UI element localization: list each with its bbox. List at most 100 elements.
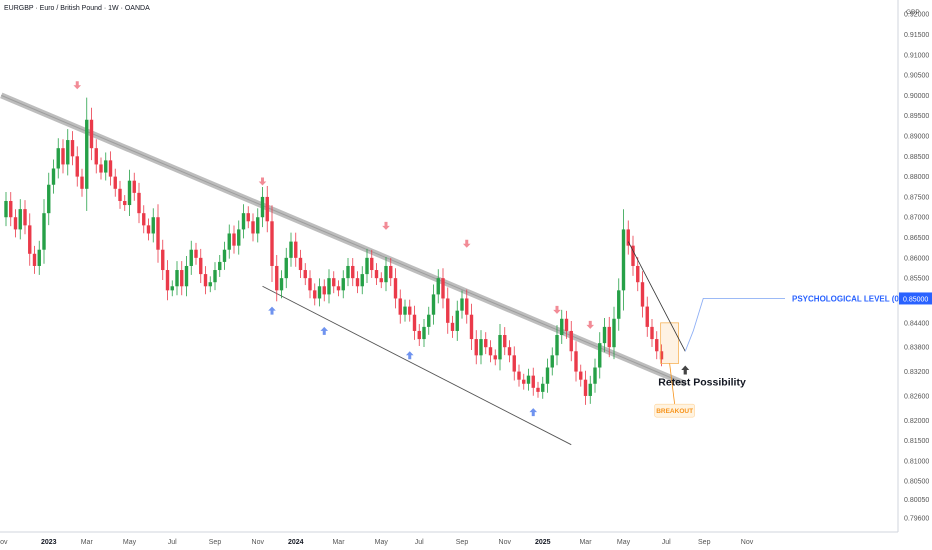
- candle: [360, 274, 364, 287]
- y-tick-label: 0.90000: [904, 93, 929, 100]
- candle: [241, 213, 246, 230]
- candle: [203, 274, 208, 287]
- resistance-trendline-core: [1, 94, 686, 385]
- y-tick-label: 0.90500: [904, 73, 929, 80]
- candle: [85, 119, 89, 189]
- candle: [237, 229, 241, 246]
- x-tick-label: 2023: [41, 539, 57, 546]
- candle: [265, 196, 269, 222]
- candle: [251, 221, 255, 234]
- x-tick-label: May: [617, 539, 631, 546]
- candle: [503, 335, 507, 348]
- candle: [341, 278, 345, 291]
- candle: [365, 257, 369, 275]
- candle: [450, 322, 455, 331]
- x-tick-label: Jul: [662, 539, 671, 546]
- candle: [194, 249, 198, 258]
- candle: [37, 249, 41, 266]
- x-tick-label: Sep: [209, 539, 222, 546]
- candle: [607, 326, 611, 348]
- candle: [61, 148, 65, 165]
- candle: [417, 330, 421, 340]
- candle: [218, 261, 222, 271]
- y-tick-label: 0.89000: [904, 134, 929, 141]
- y-tick-label: 0.80500: [904, 479, 929, 486]
- candle: [351, 265, 355, 279]
- candle: [336, 286, 341, 291]
- candle: [127, 180, 132, 206]
- candle: [47, 184, 51, 214]
- x-tick-label: Nov: [252, 539, 265, 546]
- candle: [621, 229, 626, 291]
- candle: [412, 314, 417, 331]
- candle: [317, 286, 322, 299]
- candle: [588, 383, 592, 396]
- up-arrow-icon: [405, 351, 414, 360]
- x-tick-label: Mar: [81, 539, 94, 546]
- y-tick-label: 0.79600: [904, 515, 929, 522]
- candle: [123, 200, 127, 206]
- down-arrow-icon: [258, 177, 267, 186]
- x-tick-label: Sep: [698, 539, 711, 546]
- breakout-box: [660, 322, 680, 364]
- x-tick-label: May: [375, 539, 389, 546]
- candle: [189, 249, 193, 266]
- candle: [260, 196, 265, 218]
- candle: [640, 282, 645, 307]
- candle: [118, 188, 122, 201]
- y-tick-label: 0.80050: [904, 497, 929, 504]
- chart-title: EURGBP · Euro / British Pound · 1W · OAN…: [4, 5, 150, 12]
- candle: [75, 156, 79, 177]
- breakout-label-box: [654, 403, 695, 418]
- candle: [427, 314, 431, 327]
- candle: [659, 351, 664, 360]
- candle: [636, 265, 640, 283]
- candle: [631, 245, 635, 266]
- psychological-label: PSYCHOLOGICAL LEVEL (0.85): [792, 294, 913, 303]
- candle: [132, 180, 136, 193]
- candle: [598, 343, 602, 368]
- psychological-projection: [684, 298, 785, 352]
- candle: [270, 221, 274, 266]
- candle: [617, 290, 621, 319]
- candle: [51, 168, 56, 185]
- down-arrow-icon: [382, 221, 390, 230]
- candle: [332, 278, 336, 287]
- candle: [593, 367, 597, 384]
- candle: [512, 355, 516, 372]
- candle: [94, 148, 98, 165]
- y-tick-label: 0.88500: [904, 154, 929, 161]
- candle: [493, 355, 497, 360]
- candle: [526, 375, 531, 384]
- candle: [23, 209, 27, 226]
- y-tick-label: 0.81500: [904, 438, 929, 445]
- candle: [13, 217, 18, 230]
- y-tick-label: 0.89500: [904, 113, 929, 120]
- candle: [151, 217, 155, 234]
- candle: [560, 318, 564, 336]
- candle: [113, 176, 117, 189]
- candle: [66, 140, 70, 165]
- candle: [612, 318, 616, 348]
- y-tick-label: 0.88000: [904, 174, 929, 181]
- down-arrow-icon: [586, 320, 595, 329]
- candle: [488, 347, 493, 356]
- candle: [355, 278, 360, 287]
- candle: [184, 265, 189, 287]
- up-arrow-icon: [320, 326, 329, 335]
- candle: [294, 241, 298, 258]
- candle: [32, 253, 37, 266]
- x-tick-label: Nov: [741, 539, 754, 546]
- candle: [370, 257, 374, 271]
- candle: [564, 318, 569, 331]
- candle: [498, 335, 502, 360]
- candle: [389, 265, 393, 279]
- candle: [531, 375, 535, 388]
- candle: [422, 326, 426, 340]
- candle: [626, 229, 630, 246]
- up-arrow-icon: [268, 306, 276, 315]
- candle: [408, 306, 412, 315]
- retest-label: Retest Possibility: [658, 376, 746, 388]
- candle: [322, 286, 326, 295]
